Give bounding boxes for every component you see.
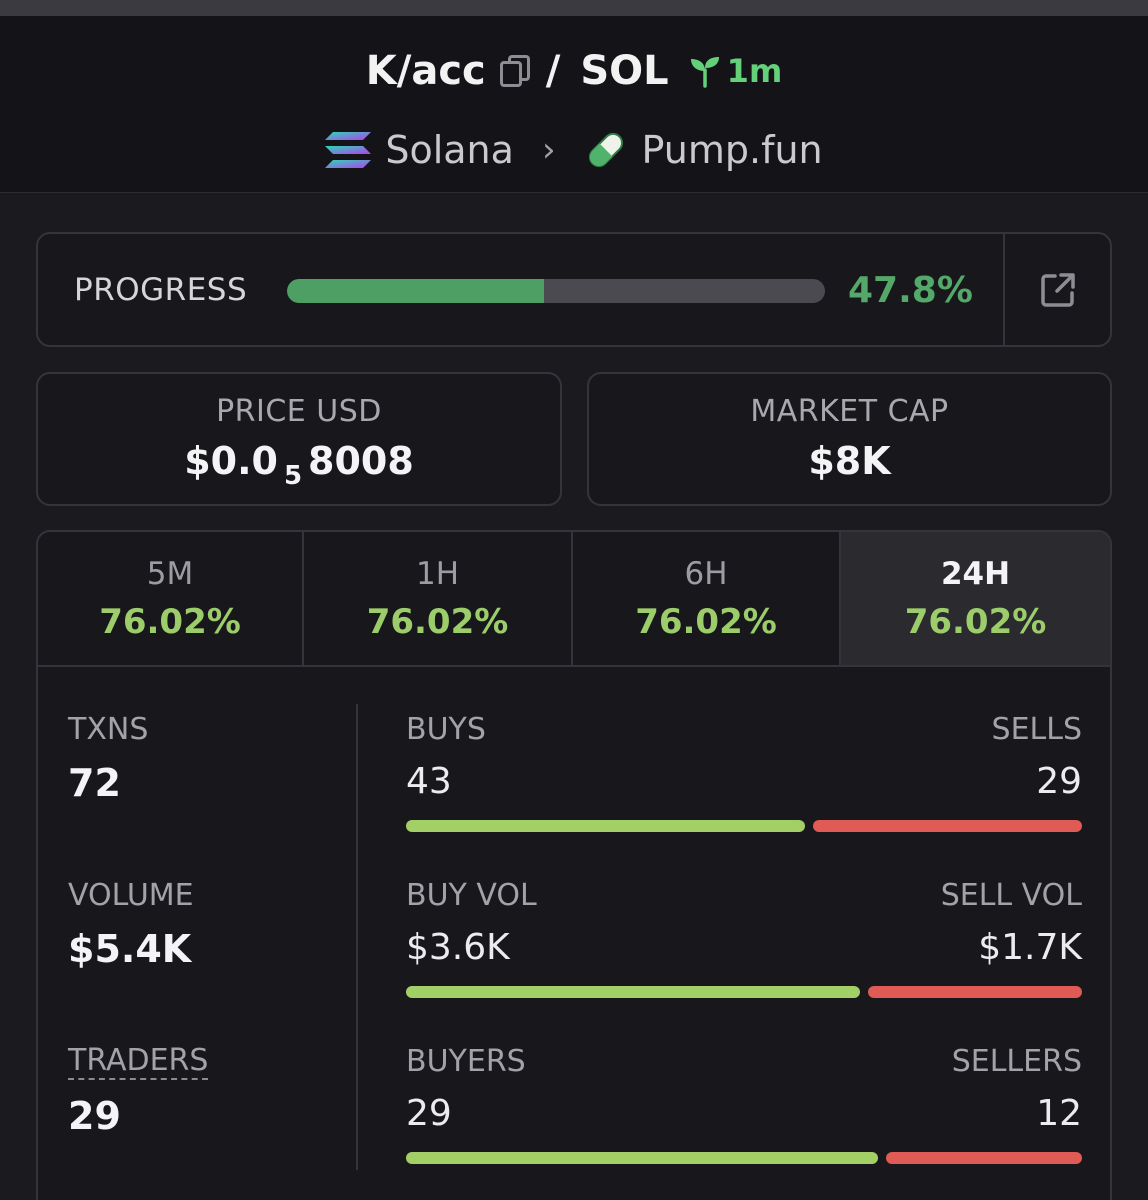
buyers-label: BUYERS	[406, 1044, 526, 1079]
external-link-icon[interactable]	[1038, 270, 1078, 310]
platform-name[interactable]: Pump.fun	[641, 128, 823, 172]
traders-metric: TRADERS 29	[68, 1044, 348, 1138]
sell-vol-label: SELL VOL	[940, 878, 1082, 913]
price-zero-count: 5	[283, 461, 303, 491]
buy-bar	[406, 820, 805, 832]
age-text: 1m	[726, 52, 783, 90]
chevron-right-icon: ›	[541, 130, 556, 170]
market-cap-value: $8K	[808, 439, 891, 483]
pair-age: 1m	[689, 52, 783, 90]
pair-slash: /	[545, 48, 561, 94]
timeframe-tabs: 5M 76.02% 1H 76.02% 6H 76.02% 24H 76.02%	[38, 532, 1110, 667]
buys-label: BUYS	[406, 712, 486, 747]
buyers-value: 29	[406, 1093, 452, 1134]
tab-change: 76.02%	[904, 602, 1047, 642]
tab-label: 24H	[940, 556, 1011, 592]
price-value: $0.0 5 8008	[38, 439, 560, 491]
sell-vol-value: $1.7K	[978, 927, 1082, 968]
buyers-sellers-split: BUYERS SELLERS 29 12	[406, 1044, 1082, 1164]
traders-value: 29	[68, 1094, 121, 1138]
token-symbol: K/acc	[365, 48, 486, 94]
buys-sells-split: BUYS SELLS 43 29	[406, 712, 1082, 832]
copy-icon[interactable]	[499, 55, 530, 87]
volume-split: BUY VOL SELL VOL $3.6K $1.7K	[406, 878, 1082, 998]
volume-metric: VOLUME $5.4K	[68, 878, 348, 971]
market-cap-card: MARKET CAP $8K	[587, 372, 1112, 506]
price-usd-card: PRICE USD $0.0 5 8008	[36, 372, 562, 506]
price-digits: 8008	[308, 439, 414, 483]
tab-label: 5M	[146, 556, 194, 592]
sprout-icon	[690, 57, 719, 88]
txns-label: TXNS	[68, 712, 149, 747]
solana-icon	[325, 132, 372, 168]
tab-24h[interactable]: 24H 76.02%	[841, 532, 1110, 665]
tab-5m[interactable]: 5M 76.02%	[38, 532, 304, 665]
traders-label[interactable]: TRADERS	[68, 1043, 209, 1080]
market-cap-label: MARKET CAP	[750, 394, 949, 429]
txns-value: 72	[68, 761, 121, 805]
bonding-progress-card: PROGRESS 47.8%	[36, 232, 1112, 347]
buyers-sellers-bar	[406, 1152, 1082, 1164]
sells-value: 29	[1036, 761, 1082, 802]
sell-bar	[867, 986, 1082, 998]
tab-label: 1H	[415, 556, 460, 592]
sell-bar	[812, 820, 1082, 832]
quote-symbol: SOL	[580, 48, 669, 94]
volume-bar	[406, 986, 1082, 998]
volume-label: VOLUME	[68, 878, 194, 913]
buy-vol-label: BUY VOL	[406, 878, 537, 913]
tab-1h[interactable]: 1H 76.02%	[304, 532, 573, 665]
buy-bar	[406, 986, 860, 998]
price-prefix: $0.0	[184, 439, 278, 483]
progress-bar-fill	[287, 279, 545, 303]
progress-divider	[1003, 234, 1005, 345]
txns-metric: TXNS 72	[68, 712, 348, 805]
buy-bar	[406, 1152, 879, 1164]
tab-change: 76.02%	[635, 602, 777, 642]
progress-label: PROGRESS	[74, 272, 248, 308]
tab-change: 76.02%	[99, 602, 241, 642]
progress-percent: 47.8%	[848, 270, 973, 311]
sellers-label: SELLERS	[951, 1044, 1082, 1079]
column-divider	[356, 704, 358, 1170]
buy-vol-value: $3.6K	[406, 927, 510, 968]
trade-stats-card: 5M 76.02% 1H 76.02% 6H 76.02% 24H 76.02%…	[36, 530, 1112, 1200]
sellers-value: 12	[1036, 1093, 1082, 1134]
progress-bar	[287, 279, 825, 303]
tab-6h[interactable]: 6H 76.02%	[573, 532, 841, 665]
pair-header: K/acc / SOL 1m	[0, 0, 1148, 193]
chain-breadcrumb: Solana › Pump.fun	[0, 128, 1148, 172]
chain-name[interactable]: Solana	[385, 128, 514, 172]
pill-icon	[588, 132, 623, 168]
tab-change: 76.02%	[366, 602, 509, 642]
buys-sells-bar	[406, 820, 1082, 832]
price-label: PRICE USD	[216, 394, 382, 429]
pair-title: K/acc / SOL 1m	[0, 48, 1148, 94]
volume-value: $5.4K	[68, 927, 192, 971]
buys-value: 43	[406, 761, 452, 802]
sell-bar	[886, 1152, 1082, 1164]
tab-label: 6H	[684, 556, 728, 592]
sells-label: SELLS	[991, 712, 1082, 747]
